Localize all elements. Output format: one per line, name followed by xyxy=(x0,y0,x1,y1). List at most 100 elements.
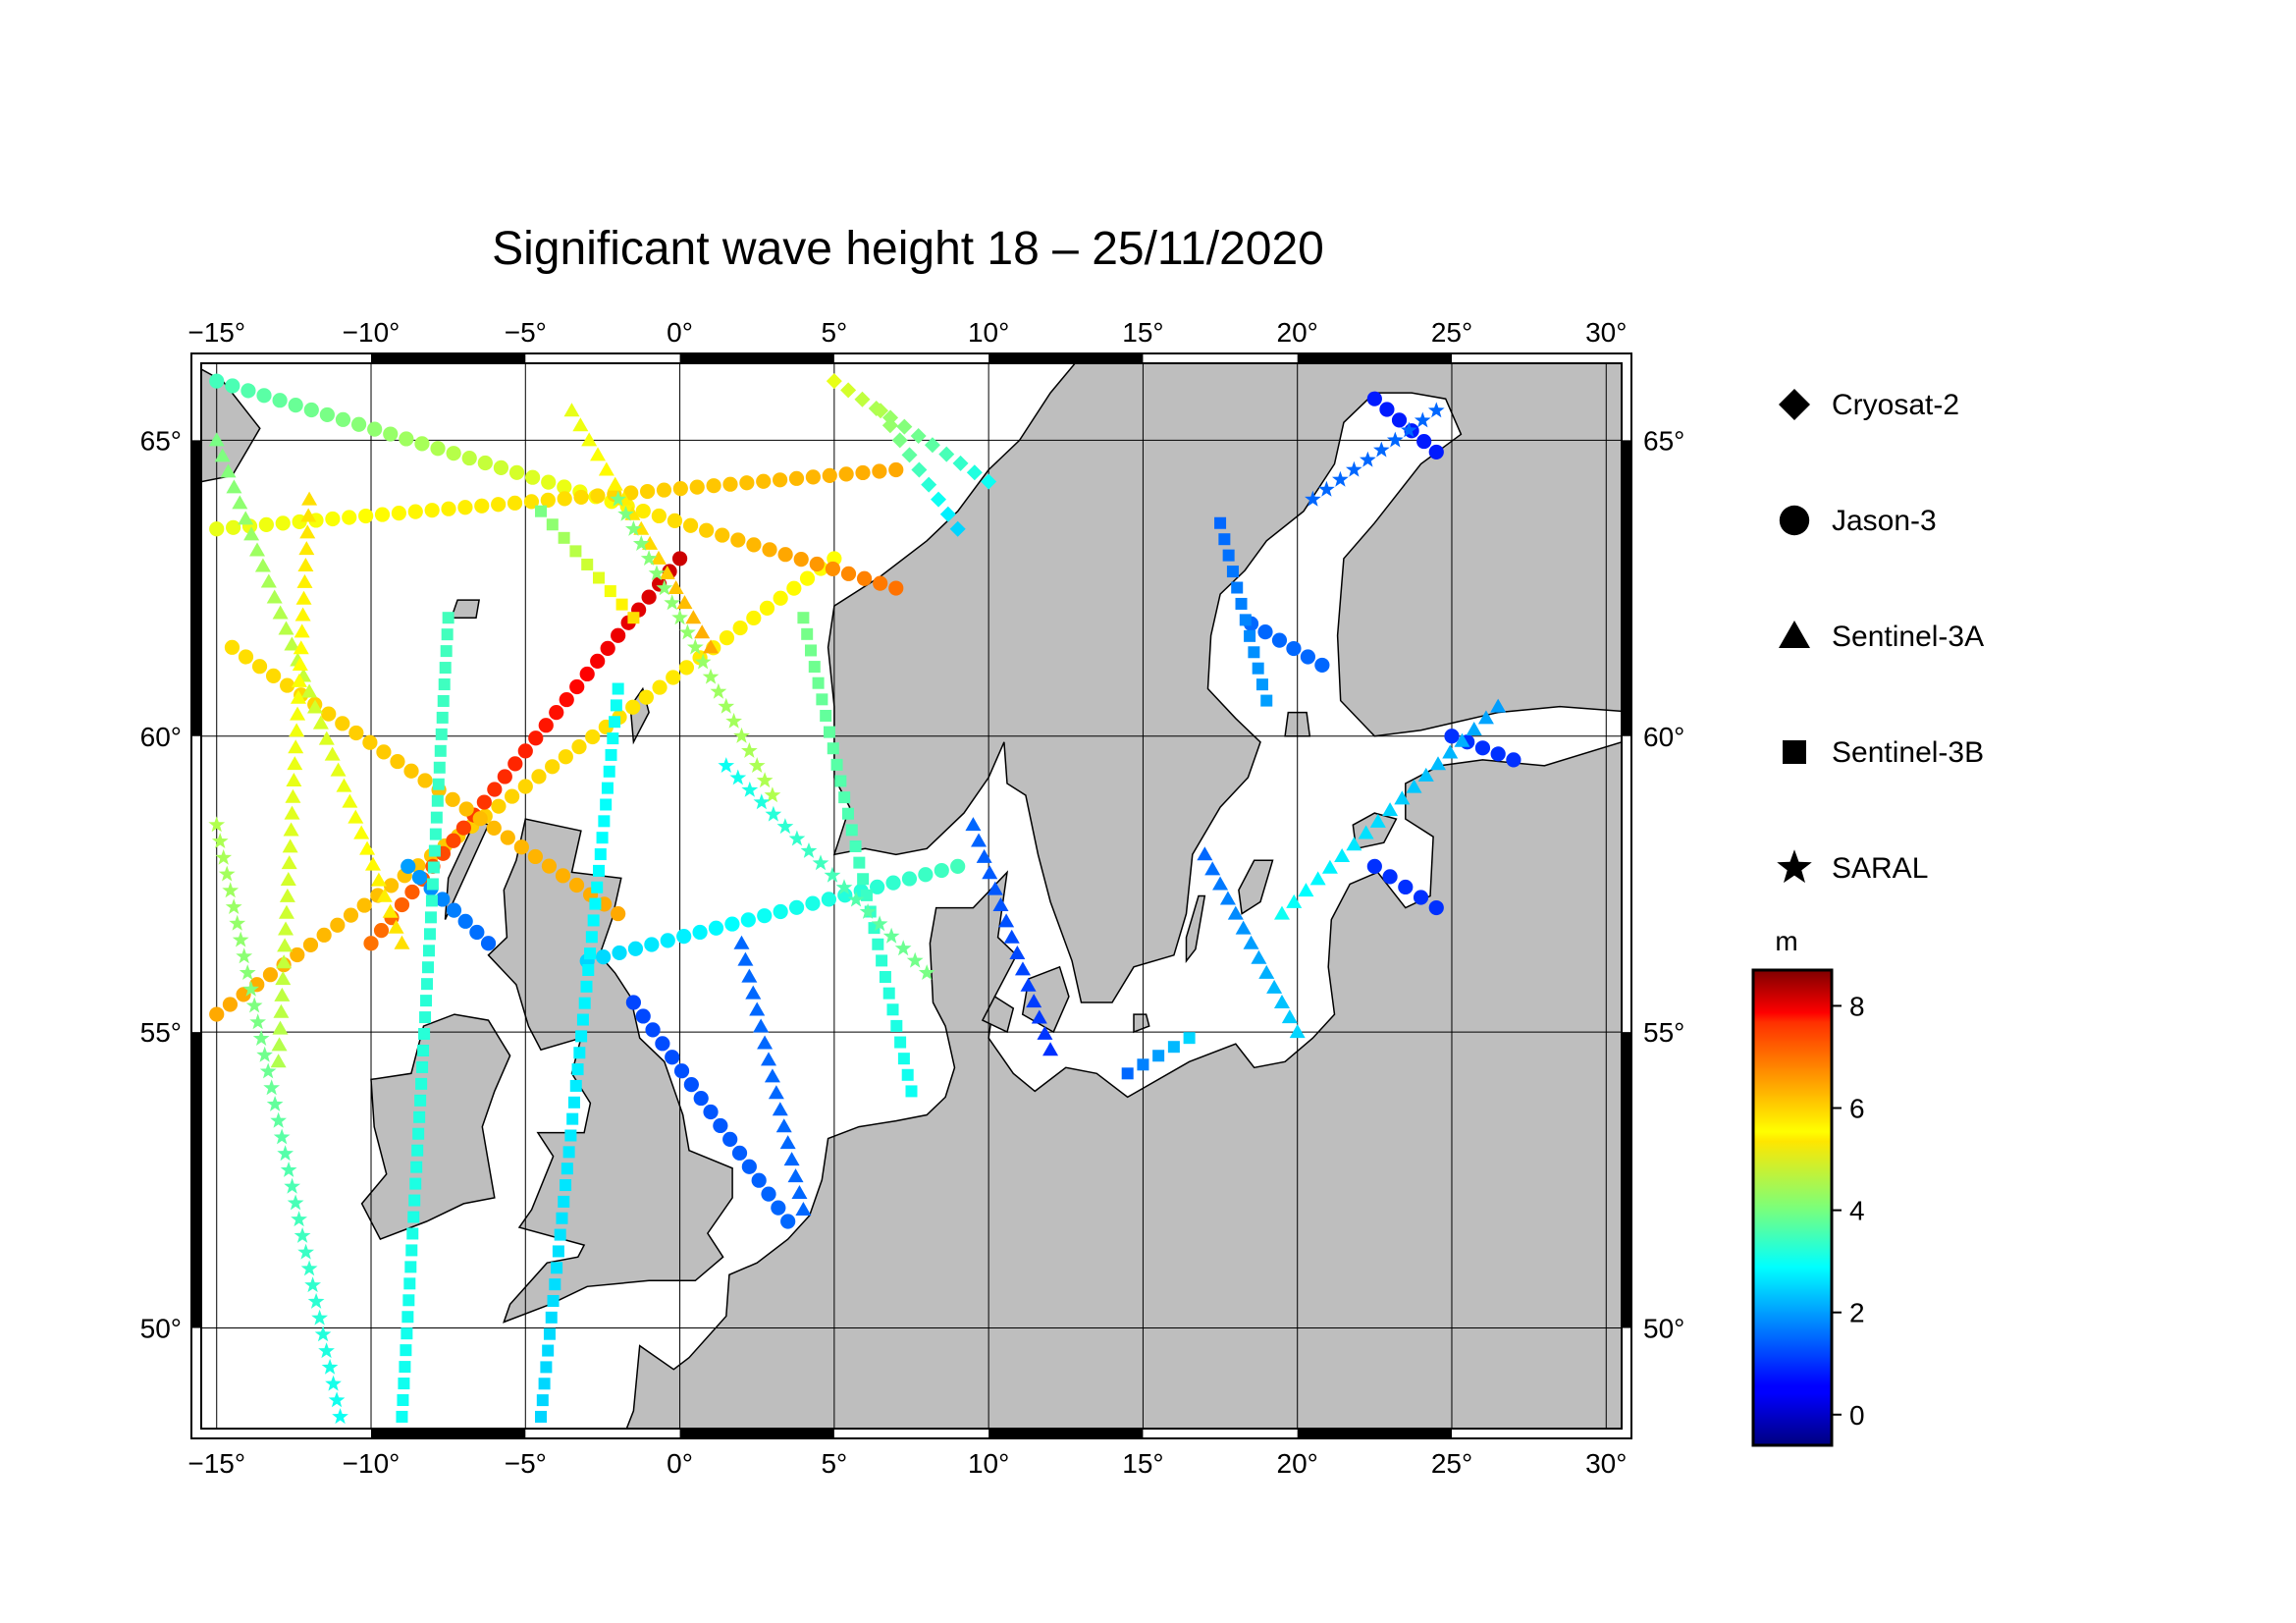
track-point xyxy=(1369,813,1386,828)
track-point xyxy=(1219,891,1236,905)
track-point xyxy=(292,657,308,672)
track-point xyxy=(238,649,254,665)
track-point xyxy=(398,1378,410,1390)
track-point xyxy=(730,532,746,548)
track-point xyxy=(594,848,607,861)
track-point xyxy=(585,931,598,944)
track-point xyxy=(376,744,392,760)
track-point xyxy=(650,550,667,565)
track-point xyxy=(461,450,477,466)
track-point xyxy=(431,794,444,807)
track-point xyxy=(772,1102,788,1116)
lon-tick-label: 15° xyxy=(1122,317,1163,348)
track-point xyxy=(722,476,738,492)
track-point xyxy=(410,1161,423,1173)
track-point xyxy=(783,1152,800,1166)
track-point xyxy=(280,1162,297,1177)
track-point xyxy=(427,861,440,874)
lat-tick-label: 65° xyxy=(140,425,182,456)
track-point xyxy=(939,506,956,522)
track-point xyxy=(1260,694,1273,707)
track-point xyxy=(854,391,871,407)
track-point xyxy=(1020,977,1037,992)
track-point xyxy=(403,763,419,779)
legend-item-cryosat-2: Cryosat-2 xyxy=(1779,389,1959,421)
track-point xyxy=(660,933,675,948)
track-point xyxy=(1286,640,1302,657)
track-point xyxy=(446,446,461,461)
track-point xyxy=(761,1052,777,1066)
track-point xyxy=(581,432,598,447)
track-point xyxy=(348,725,364,741)
track-point xyxy=(751,1172,767,1188)
track-point xyxy=(607,732,619,745)
track-point xyxy=(549,705,564,721)
track-point xyxy=(300,508,317,522)
track-point xyxy=(856,570,873,586)
lon-tick-label: 5° xyxy=(821,1448,847,1479)
track-point xyxy=(1414,411,1431,428)
track-point xyxy=(808,661,821,674)
track-point xyxy=(222,997,239,1012)
track-point xyxy=(350,416,367,432)
track-point xyxy=(966,464,983,481)
track-point xyxy=(601,782,614,794)
track-point xyxy=(855,464,871,481)
track-point xyxy=(611,627,626,643)
track-point xyxy=(1358,825,1374,839)
frame-segment xyxy=(371,353,526,363)
track-point xyxy=(655,1036,670,1052)
track-point xyxy=(731,1145,748,1161)
track-point xyxy=(786,580,802,596)
track-point xyxy=(610,490,626,507)
square-icon xyxy=(1783,740,1806,764)
track-point xyxy=(1379,402,1395,417)
track-point xyxy=(222,882,240,898)
track-point xyxy=(280,872,296,887)
track-point xyxy=(821,892,836,907)
track-point xyxy=(438,678,451,691)
track-cryosat-2 xyxy=(873,403,966,537)
track-point xyxy=(442,612,454,624)
track-point xyxy=(625,699,641,715)
track-point xyxy=(278,921,294,936)
track-point xyxy=(656,579,673,596)
track-point xyxy=(952,455,969,471)
track-point xyxy=(1026,994,1042,1008)
track-point xyxy=(260,573,277,588)
track-point xyxy=(607,476,623,491)
track-point xyxy=(409,1177,422,1190)
track-point xyxy=(417,773,433,788)
track-cryosat-2 xyxy=(826,373,997,490)
track-point xyxy=(740,912,756,928)
legend-label: Jason-3 xyxy=(1832,505,1937,537)
track-point xyxy=(673,1063,690,1079)
track-point xyxy=(215,848,233,865)
track-point xyxy=(556,1212,568,1224)
track-point xyxy=(404,884,420,900)
colorbar-tick-label: 4 xyxy=(1849,1196,1865,1226)
track-point xyxy=(370,872,387,887)
track-point xyxy=(540,1361,553,1374)
track-point xyxy=(294,623,310,638)
track-point xyxy=(1346,460,1362,477)
track-point xyxy=(906,951,924,968)
track-point xyxy=(737,951,754,966)
track-point xyxy=(827,742,839,755)
track-point xyxy=(753,1018,770,1033)
track-point xyxy=(911,461,928,478)
track-point xyxy=(400,1344,412,1357)
track-point xyxy=(1386,431,1404,448)
frame-segment xyxy=(679,353,834,363)
land-saaremaa xyxy=(1352,812,1398,850)
track-point xyxy=(491,497,507,513)
track-point xyxy=(841,807,854,820)
lat-tick-label: 50° xyxy=(140,1314,182,1344)
legend-label: Sentinel-3B xyxy=(1832,736,1984,769)
track-point xyxy=(406,1227,419,1240)
track-point xyxy=(757,1035,774,1050)
map-frame xyxy=(190,352,1632,1439)
track-point xyxy=(640,550,658,566)
track-point xyxy=(1506,752,1522,768)
track-point xyxy=(208,816,226,833)
